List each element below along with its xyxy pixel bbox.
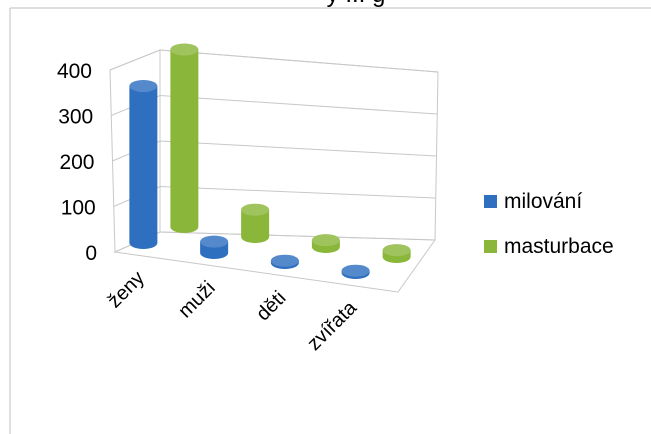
bar-masturbace-zvířata xyxy=(382,244,411,263)
legend-item: milování xyxy=(484,190,582,213)
x-axis-categories: ženy muži děti zvířata xyxy=(103,267,361,355)
y-tick-label: 300 xyxy=(58,106,93,129)
bar-top xyxy=(170,43,199,56)
y-tick-label: 400 xyxy=(57,60,92,83)
x-tick-label: zvířata xyxy=(303,296,362,355)
chart-title-fragment: y ... g xyxy=(327,0,386,8)
bar-milování-zvířata xyxy=(341,264,370,279)
bar-milování-ženy xyxy=(129,80,158,250)
y-tick-label: 200 xyxy=(59,151,94,174)
gridline xyxy=(113,185,436,207)
bar-top xyxy=(270,254,299,267)
bar-top xyxy=(200,235,229,248)
gridline xyxy=(111,94,438,116)
bar-milování-muži xyxy=(200,235,229,259)
legend-swatch xyxy=(484,195,497,208)
legend-label: masturbace xyxy=(504,235,614,258)
gridline xyxy=(112,140,437,162)
back-wall xyxy=(159,49,439,241)
bar-top xyxy=(241,203,270,216)
bar-masturbace-muži xyxy=(241,203,270,243)
gridline xyxy=(109,49,439,73)
bar-top xyxy=(311,234,340,247)
x-tick-label: muži xyxy=(174,277,219,322)
bars xyxy=(129,43,411,279)
bar-masturbace-ženy xyxy=(170,43,199,234)
x-tick-label: ženy xyxy=(103,267,148,312)
bar-top xyxy=(382,244,411,257)
bar-top xyxy=(129,80,158,93)
legend-item: masturbace xyxy=(484,235,614,258)
y-tick-label: 0 xyxy=(85,242,97,265)
bar-body xyxy=(129,86,158,250)
bar-body xyxy=(170,49,199,234)
gridlines xyxy=(109,49,439,207)
legend-label: milování xyxy=(504,190,582,213)
y-axis-ticks: 0 100 200 300 400 xyxy=(57,60,97,265)
bar-body xyxy=(241,209,270,243)
legend: milování masturbace xyxy=(484,190,614,258)
bar-top xyxy=(341,264,370,277)
legend-swatch xyxy=(484,240,497,253)
bar-milování-děti xyxy=(270,254,299,269)
bar-masturbace-děti xyxy=(311,234,340,253)
y-tick-label: 100 xyxy=(61,197,96,220)
x-tick-label: děti xyxy=(252,287,290,325)
